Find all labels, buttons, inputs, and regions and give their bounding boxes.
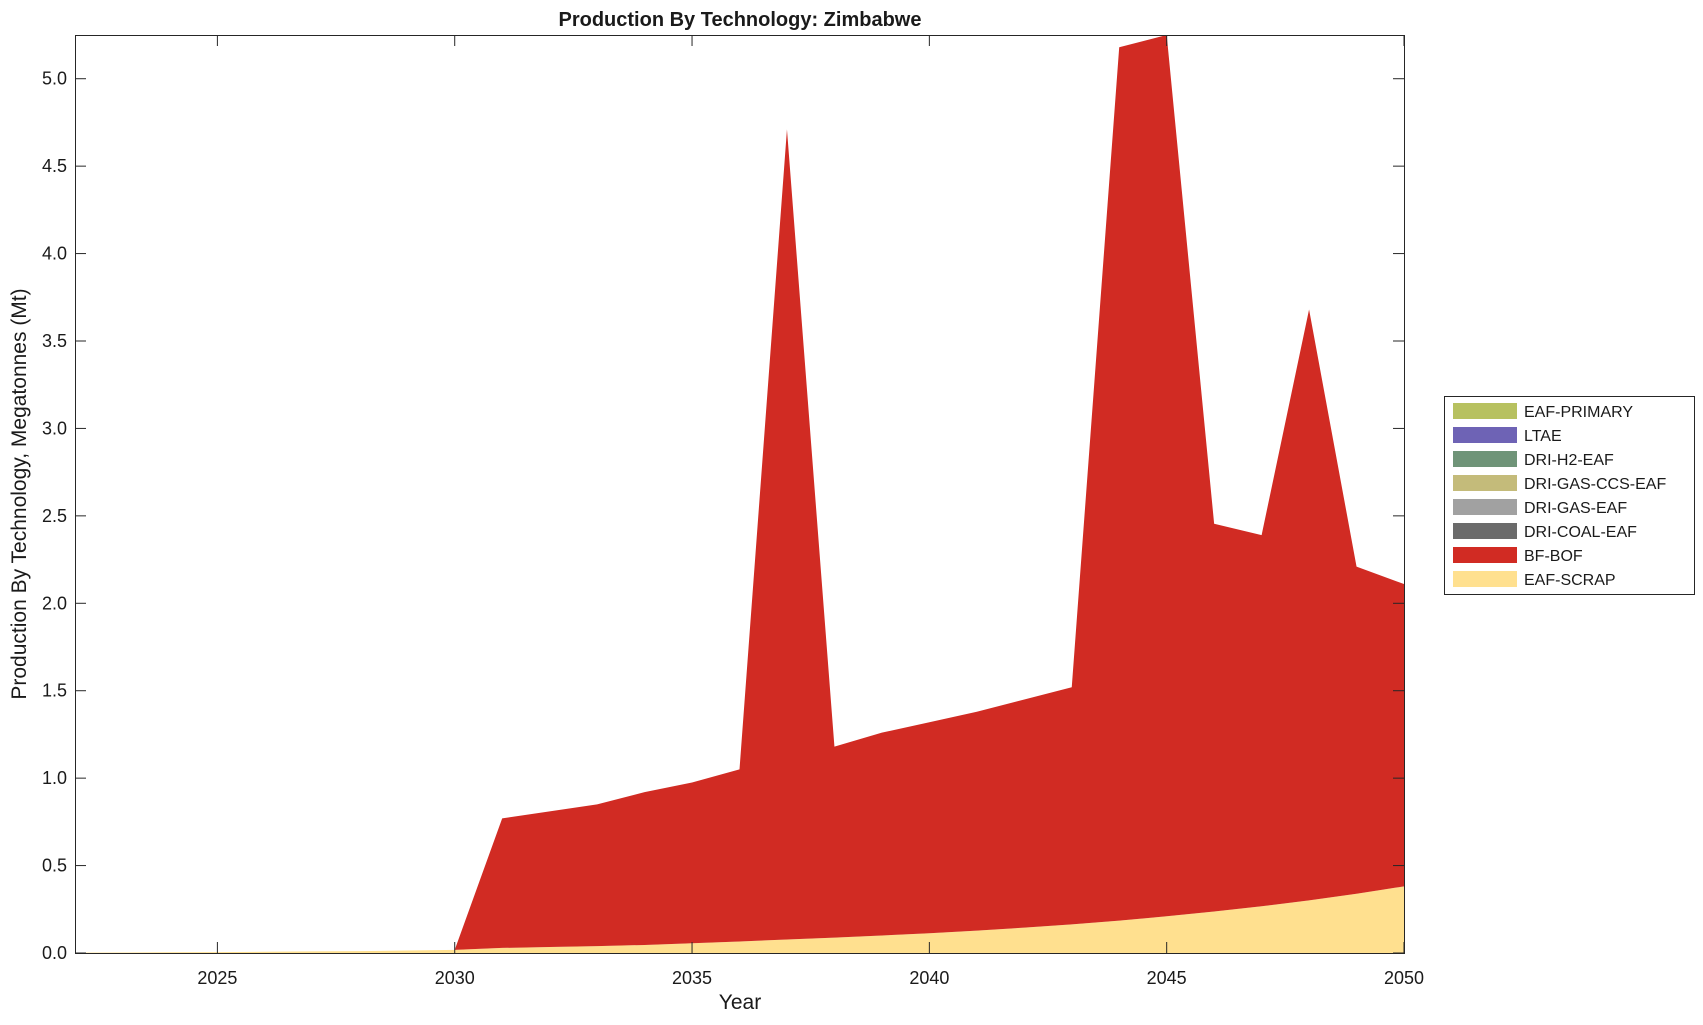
y-tick-label: 1.0	[42, 768, 67, 788]
legend-label: DRI-COAL-EAF	[1524, 524, 1637, 541]
legend-items: EAF-PRIMARY LTAE DRI-H2-EAF DRI-GAS-CCS-EAF…	[1453, 403, 1666, 589]
legend-label: EAF-PRIMARY	[1524, 404, 1633, 421]
legend-label: LTAE	[1524, 428, 1562, 445]
y-tick-label: 4.0	[42, 244, 67, 264]
legend-swatch	[1453, 475, 1517, 491]
y-tick-label: 2.0	[42, 593, 67, 613]
y-tick-label: 3.5	[42, 331, 67, 351]
legend-swatch	[1453, 427, 1517, 443]
plot-frame	[75, 35, 1405, 954]
legend-label: DRI-GAS-EAF	[1524, 500, 1627, 517]
legend-item-eaf-primary: EAF-PRIMARY	[1453, 403, 1633, 421]
legend-swatch	[1453, 547, 1517, 563]
area-series-bf-bof	[75, 35, 1404, 953]
legend-label: EAF-SCRAP	[1524, 572, 1616, 589]
legend-item-dri-h2-eaf: DRI-H2-EAF	[1453, 451, 1614, 469]
legend-swatch	[1453, 523, 1517, 539]
legend-item-bf-bof: BF-BOF	[1453, 547, 1583, 565]
legend-label: DRI-GAS-CCS-EAF	[1524, 476, 1666, 493]
y-tick-label: 4.5	[42, 156, 67, 176]
x-tick-label: 2025	[197, 968, 237, 988]
legend-item-dri-gas-ccs-eaf: DRI-GAS-CCS-EAF	[1453, 475, 1666, 493]
tick-labels-layer: 2025 2030 2035 2040 2045 2050 0.0 0.5 1.0 1.5 2.0 2…	[42, 69, 1424, 988]
legend-label: DRI-H2-EAF	[1524, 452, 1614, 469]
y-tick-label: 0.5	[42, 856, 67, 876]
chart-title: Production By Technology: Zimbabwe	[559, 9, 922, 31]
legend-swatch	[1453, 451, 1517, 467]
y-tick-label: 1.5	[42, 681, 67, 701]
legend-item-dri-gas-eaf: DRI-GAS-EAF	[1453, 499, 1627, 517]
legend-item-ltae: LTAE	[1453, 427, 1562, 445]
y-tick-label: 5.0	[42, 69, 67, 89]
x-tick-label: 2050	[1384, 968, 1424, 988]
x-axis-title: Year	[719, 991, 761, 1014]
legend-swatch	[1453, 571, 1517, 587]
legend-swatch	[1453, 499, 1517, 515]
x-tick-label: 2045	[1147, 968, 1187, 988]
legend-item-dri-coal-eaf: DRI-COAL-EAF	[1453, 523, 1637, 541]
legend-label: BF-BOF	[1524, 548, 1583, 565]
legend-item-eaf-scrap: EAF-SCRAP	[1453, 571, 1616, 589]
ticks-layer	[75, 35, 1405, 954]
x-tick-label: 2040	[909, 968, 949, 988]
y-tick-label: 2.5	[42, 506, 67, 526]
y-tick-label: 0.0	[42, 943, 67, 963]
y-tick-label: 3.0	[42, 418, 67, 438]
legend: EAF-PRIMARY LTAE DRI-H2-EAF DRI-GAS-CCS-EAF…	[1444, 396, 1695, 595]
legend-swatch	[1453, 403, 1517, 419]
areas-layer	[75, 35, 1404, 953]
x-tick-label: 2035	[672, 968, 712, 988]
y-axis-title: Production By Technology, Megatonnes (Mt…	[8, 288, 31, 699]
area-series-eaf-scrap	[75, 886, 1404, 953]
x-tick-label: 2030	[435, 968, 475, 988]
